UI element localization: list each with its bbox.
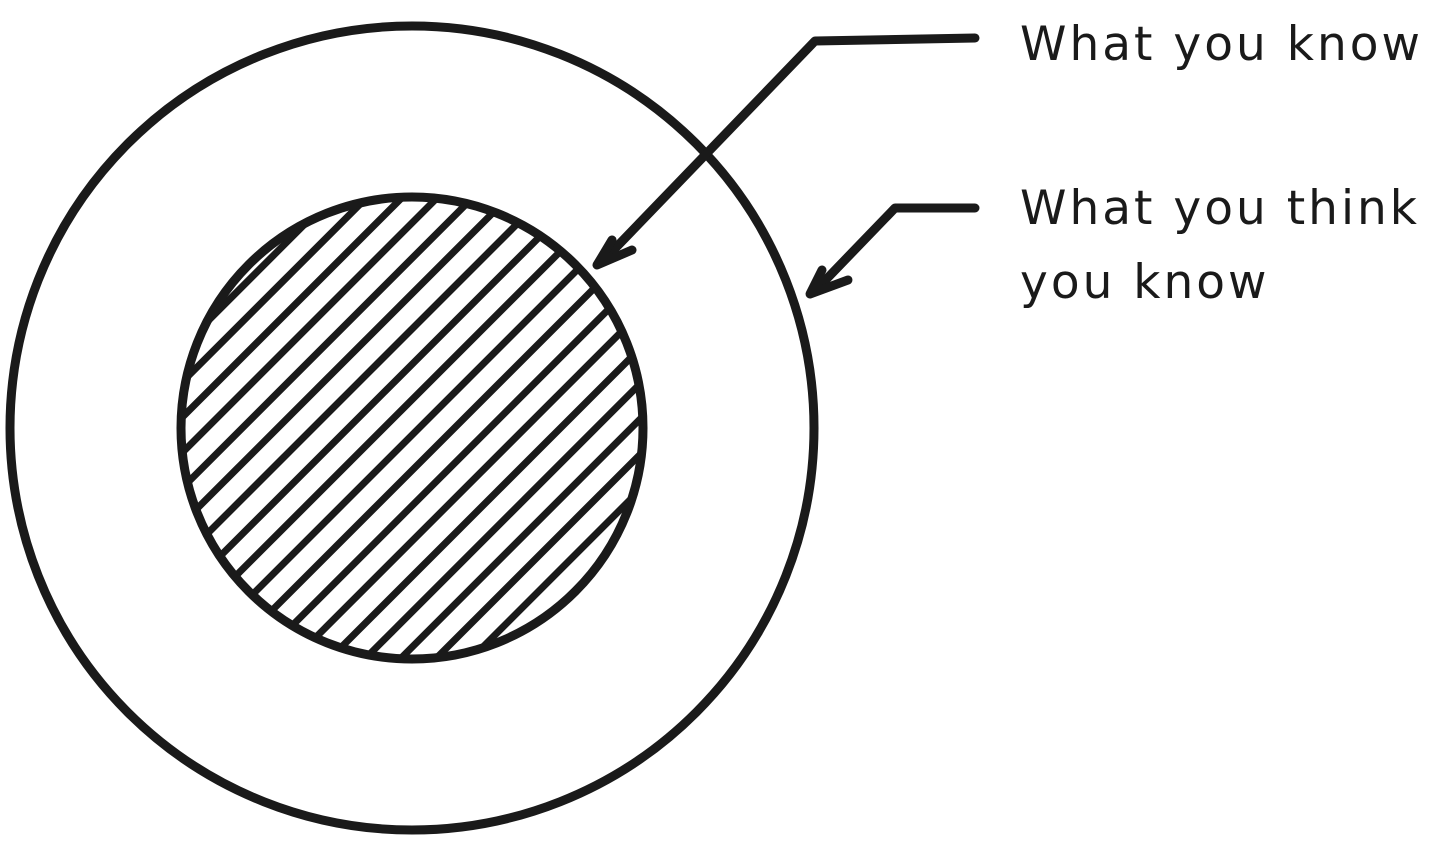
hatch-line [201, 217, 641, 657]
hatch-line [219, 235, 641, 657]
hatch-line [431, 447, 641, 657]
arrow-head [592, 235, 637, 270]
label-line: you know [1020, 255, 1270, 310]
arrow-line [809, 203, 980, 297]
hatch-line [183, 199, 641, 657]
hatch-line [183, 199, 641, 657]
hatching [183, 199, 641, 657]
hatch-line [183, 199, 641, 657]
hatch-line [183, 199, 595, 611]
label: What you know [1020, 17, 1423, 72]
label-line: What you know [1020, 17, 1423, 72]
hatch-line [183, 199, 641, 657]
arrow-line [597, 33, 980, 267]
hatch-line [448, 464, 641, 657]
hatch-line [183, 199, 641, 657]
hatch-line [183, 199, 365, 381]
hatch-line [254, 270, 641, 657]
hatch-line [183, 199, 630, 646]
label-line: What you think [1020, 181, 1420, 236]
hatch-line [183, 199, 641, 657]
hatch-line [236, 252, 641, 657]
hatch-line [378, 394, 641, 657]
inner-circle [176, 192, 648, 664]
outer-circle [5, 21, 819, 835]
hatch-line [395, 411, 641, 657]
hatch-line [183, 199, 559, 575]
hatch-line [183, 199, 612, 628]
hatch-line [183, 199, 577, 593]
hatch-line [307, 323, 641, 657]
arrow-head [805, 265, 853, 299]
hatch-line [183, 199, 383, 399]
label: What you think you know [1020, 181, 1432, 310]
